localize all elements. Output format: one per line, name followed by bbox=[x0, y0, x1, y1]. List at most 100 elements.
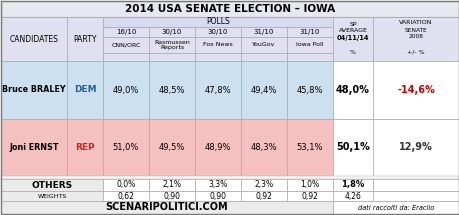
Text: 48,9%: 48,9% bbox=[204, 143, 231, 152]
Text: 48,3%: 48,3% bbox=[250, 143, 277, 152]
Bar bbox=[241, 119, 286, 176]
Bar bbox=[149, 53, 195, 61]
Text: VARIATION: VARIATION bbox=[398, 20, 432, 25]
Text: Bruce BRALEY: Bruce BRALEY bbox=[2, 86, 66, 95]
Bar bbox=[241, 191, 286, 201]
Text: 30/10: 30/10 bbox=[207, 29, 228, 35]
Bar bbox=[286, 179, 332, 191]
Bar bbox=[332, 179, 372, 191]
Bar bbox=[332, 17, 372, 61]
Bar bbox=[286, 191, 332, 201]
Text: YouGov: YouGov bbox=[252, 43, 275, 48]
Bar bbox=[1, 176, 458, 179]
Text: +/- %: +/- % bbox=[406, 50, 424, 55]
Bar bbox=[103, 37, 149, 53]
Text: 1,8%: 1,8% bbox=[341, 181, 364, 189]
Text: Iowa Poll: Iowa Poll bbox=[296, 43, 323, 48]
Bar bbox=[149, 37, 195, 53]
Bar bbox=[372, 61, 458, 119]
Bar bbox=[195, 191, 241, 201]
Text: 0,92: 0,92 bbox=[255, 192, 272, 201]
Text: 49,0%: 49,0% bbox=[112, 86, 139, 95]
Bar bbox=[372, 179, 458, 191]
Bar bbox=[195, 179, 241, 191]
Bar bbox=[1, 1, 458, 17]
Text: 04/11/14: 04/11/14 bbox=[336, 35, 369, 41]
Bar bbox=[372, 17, 458, 61]
Bar bbox=[149, 27, 195, 37]
Bar bbox=[1, 201, 332, 214]
Bar bbox=[67, 61, 103, 119]
Bar bbox=[67, 119, 103, 176]
Text: OTHERS: OTHERS bbox=[31, 181, 73, 189]
Bar bbox=[332, 61, 372, 119]
Text: 0,90: 0,90 bbox=[163, 192, 180, 201]
Text: 1,0%: 1,0% bbox=[300, 181, 319, 189]
Bar bbox=[286, 27, 332, 37]
Text: 48,5%: 48,5% bbox=[158, 86, 185, 95]
Bar bbox=[103, 61, 149, 119]
Text: CANDIDATES: CANDIDATES bbox=[10, 34, 58, 43]
Bar bbox=[241, 61, 286, 119]
Text: %: % bbox=[349, 50, 355, 55]
Bar bbox=[286, 61, 332, 119]
Bar bbox=[332, 119, 372, 176]
Bar bbox=[332, 201, 458, 214]
Bar bbox=[195, 119, 241, 176]
Bar bbox=[372, 191, 458, 201]
Text: 49,4%: 49,4% bbox=[250, 86, 277, 95]
Text: SENATE
2008: SENATE 2008 bbox=[404, 28, 426, 39]
Text: REP: REP bbox=[75, 143, 95, 152]
Text: 31/10: 31/10 bbox=[253, 29, 274, 35]
Text: 31/10: 31/10 bbox=[299, 29, 319, 35]
Text: 53,1%: 53,1% bbox=[296, 143, 323, 152]
Text: 48,0%: 48,0% bbox=[336, 85, 369, 95]
Text: 2,3%: 2,3% bbox=[254, 181, 273, 189]
Text: AVERAGE: AVERAGE bbox=[338, 28, 367, 33]
Text: 12,9%: 12,9% bbox=[398, 143, 432, 152]
Text: 16/10: 16/10 bbox=[116, 29, 136, 35]
Bar bbox=[149, 179, 195, 191]
Text: PARTY: PARTY bbox=[73, 34, 96, 43]
Text: 0,90: 0,90 bbox=[209, 192, 226, 201]
Bar bbox=[241, 37, 286, 53]
Bar bbox=[286, 119, 332, 176]
Text: Fox News: Fox News bbox=[203, 43, 232, 48]
Text: 0,62: 0,62 bbox=[118, 192, 134, 201]
Bar bbox=[1, 119, 67, 176]
Bar bbox=[103, 119, 149, 176]
Bar bbox=[286, 53, 332, 61]
Bar bbox=[195, 37, 241, 53]
Bar bbox=[103, 179, 149, 191]
Bar bbox=[1, 191, 103, 201]
Bar bbox=[103, 191, 149, 201]
Text: 50,1%: 50,1% bbox=[336, 143, 369, 152]
Text: 49,5%: 49,5% bbox=[158, 143, 185, 152]
Bar bbox=[195, 27, 241, 37]
Text: 0,0%: 0,0% bbox=[116, 181, 135, 189]
Text: Rasmussen
Reports: Rasmussen Reports bbox=[154, 40, 190, 50]
Bar bbox=[149, 191, 195, 201]
Text: -14,6%: -14,6% bbox=[396, 85, 434, 95]
Bar bbox=[103, 17, 332, 27]
Text: 47,8%: 47,8% bbox=[204, 86, 231, 95]
Bar bbox=[1, 17, 67, 61]
Bar bbox=[286, 37, 332, 53]
Bar bbox=[1, 179, 103, 191]
Text: Joni ERNST: Joni ERNST bbox=[9, 143, 59, 152]
Bar bbox=[195, 61, 241, 119]
Bar bbox=[241, 27, 286, 37]
Bar bbox=[241, 53, 286, 61]
Bar bbox=[103, 27, 149, 37]
Bar bbox=[1, 61, 67, 119]
Bar bbox=[195, 53, 241, 61]
Text: 3,3%: 3,3% bbox=[208, 181, 227, 189]
Text: 45,8%: 45,8% bbox=[296, 86, 323, 95]
Text: 30/10: 30/10 bbox=[162, 29, 182, 35]
Text: 0,92: 0,92 bbox=[301, 192, 318, 201]
Text: CNN/ORC: CNN/ORC bbox=[111, 43, 140, 48]
Text: POLLS: POLLS bbox=[206, 17, 230, 26]
Text: dati raccolti da: Eraclio: dati raccolti da: Eraclio bbox=[357, 204, 433, 210]
Text: DEM: DEM bbox=[73, 86, 96, 95]
Text: 2014 USA SENATE ELECTION – IOWA: 2014 USA SENATE ELECTION – IOWA bbox=[125, 4, 334, 14]
